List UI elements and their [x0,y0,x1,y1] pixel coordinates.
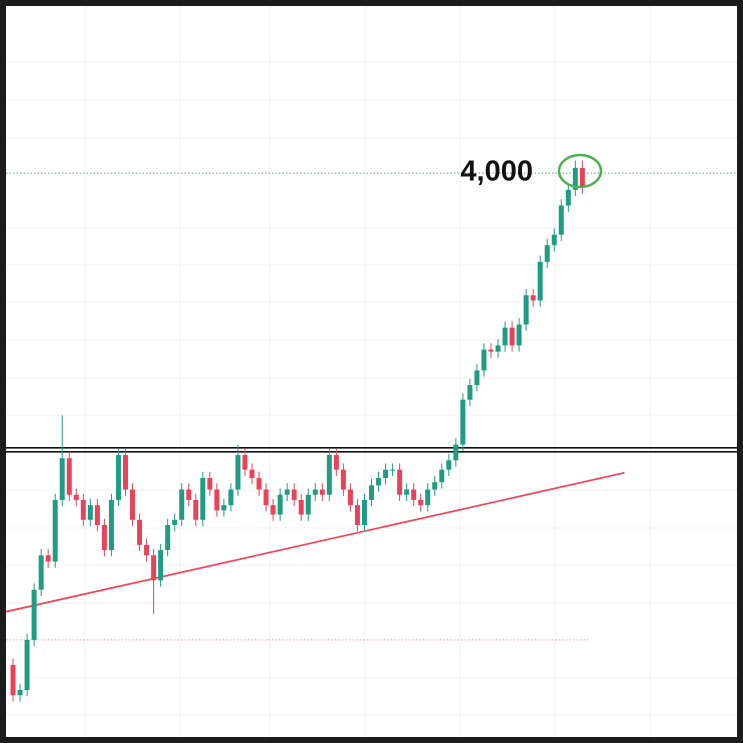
trendline [5,471,625,613]
candle-body [151,555,157,581]
candle-body [319,489,325,495]
candle-body [354,505,360,526]
candle-body [537,261,543,301]
candle-body [221,505,227,511]
candle-body [418,499,424,506]
plot-area [6,6,737,737]
candle-body [59,458,65,500]
candle-body [158,550,164,581]
chart-layer: 4,000 [5,156,737,702]
candle-body [172,519,178,526]
candle-body [558,205,564,235]
candle-body [579,167,585,188]
candle-body [165,525,171,551]
candle-body [467,385,473,400]
candle-body [94,505,100,526]
candle-body [326,455,332,495]
candle-body [333,455,339,470]
candle-body [509,327,515,346]
candle-body [270,505,276,515]
candle-body [207,478,213,490]
candle-body [369,485,374,500]
candle-body [544,245,550,262]
background-grid [6,6,737,737]
candle-body [488,349,494,352]
candle-body [361,499,367,526]
candle-body [186,489,192,500]
candle-body [291,489,297,500]
candle-body [516,324,522,346]
candle-body [411,489,417,500]
candle-body [277,494,283,515]
candle-body [235,455,241,490]
candle-body [137,519,143,545]
candle-body [523,295,529,325]
candle-body [73,494,79,500]
candle-body [144,544,150,556]
candle-body [228,489,234,506]
candle-body [52,499,58,562]
candle-body [298,499,304,515]
candle-body [87,505,93,520]
candle-body [249,469,255,479]
candle-body [101,525,107,551]
candle-body [242,455,248,470]
candle-body [376,478,382,486]
candle-body [495,345,501,352]
candle-body [193,499,199,520]
candle-body [122,455,128,490]
candle-body [397,469,403,495]
level-label: 4,000 [460,156,533,188]
candle-body [45,555,51,562]
candle-body [446,460,452,470]
candle-body [383,469,389,479]
candle-body [453,444,459,461]
candle-body [340,469,346,490]
candle-body [66,458,72,495]
candle-body [284,489,290,495]
candle-body [214,489,220,511]
candle-body [425,489,431,506]
candle-body [108,499,114,551]
candle-body [551,234,557,246]
candle-body [31,589,37,640]
candle-body [17,690,23,696]
candle-body [460,399,466,445]
highlight-circle [557,153,603,189]
candle-body [439,469,445,483]
candle-body [130,489,136,520]
candle-body [305,494,311,515]
candle-body [256,478,262,490]
candle-body [474,370,480,386]
candle-body [263,489,269,506]
candle-body [179,489,185,520]
candle-body [432,482,438,490]
candle-body [80,499,86,520]
candle-body [347,489,353,506]
candle-body [200,478,206,520]
candle-body [24,639,30,691]
candle-body [530,295,536,301]
candle-body [572,167,578,190]
candle-body [312,489,318,495]
candle-body [481,349,487,371]
candle-body [38,555,44,590]
candle-body [502,327,508,346]
candle-body [565,189,571,206]
candle-body [10,664,16,696]
candle-body [390,469,396,471]
candle-body [115,455,121,500]
candle-body [404,489,410,495]
